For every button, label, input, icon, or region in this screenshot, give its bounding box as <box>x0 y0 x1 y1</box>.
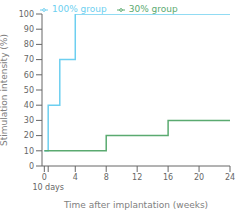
svg-text:16: 16 <box>163 173 173 182</box>
svg-text:50: 50 <box>24 86 34 95</box>
svg-text:12: 12 <box>132 173 142 182</box>
svg-text:100: 100 <box>19 10 34 19</box>
svg-text:10 days: 10 days <box>32 183 64 192</box>
svg-text:20: 20 <box>24 131 34 140</box>
svg-text:Stimulation intensity (%): Stimulation intensity (%) <box>8 34 9 146</box>
html-text:100% group: 100% group <box>52 4 107 14</box>
svg-text:90: 90 <box>24 25 34 34</box>
svg-text:10: 10 <box>24 147 34 156</box>
svg-text:8: 8 <box>104 173 109 182</box>
svg-text:4: 4 <box>73 173 78 182</box>
svg-text:30: 30 <box>24 116 34 125</box>
svg-text:40: 40 <box>24 101 34 110</box>
svg-text:0: 0 <box>42 173 47 182</box>
svg-text:60: 60 <box>24 71 34 80</box>
svg-text:24: 24 <box>225 173 232 182</box>
html-text:30% group: 30% group <box>128 4 178 14</box>
svg-text:Time after implantation (weeks: Time after implantation (weeks) <box>63 200 208 210</box>
svg-text:70: 70 <box>24 55 34 64</box>
svg-text:0: 0 <box>29 162 34 171</box>
svg-text:80: 80 <box>24 40 34 49</box>
svg-text:20: 20 <box>194 173 204 182</box>
